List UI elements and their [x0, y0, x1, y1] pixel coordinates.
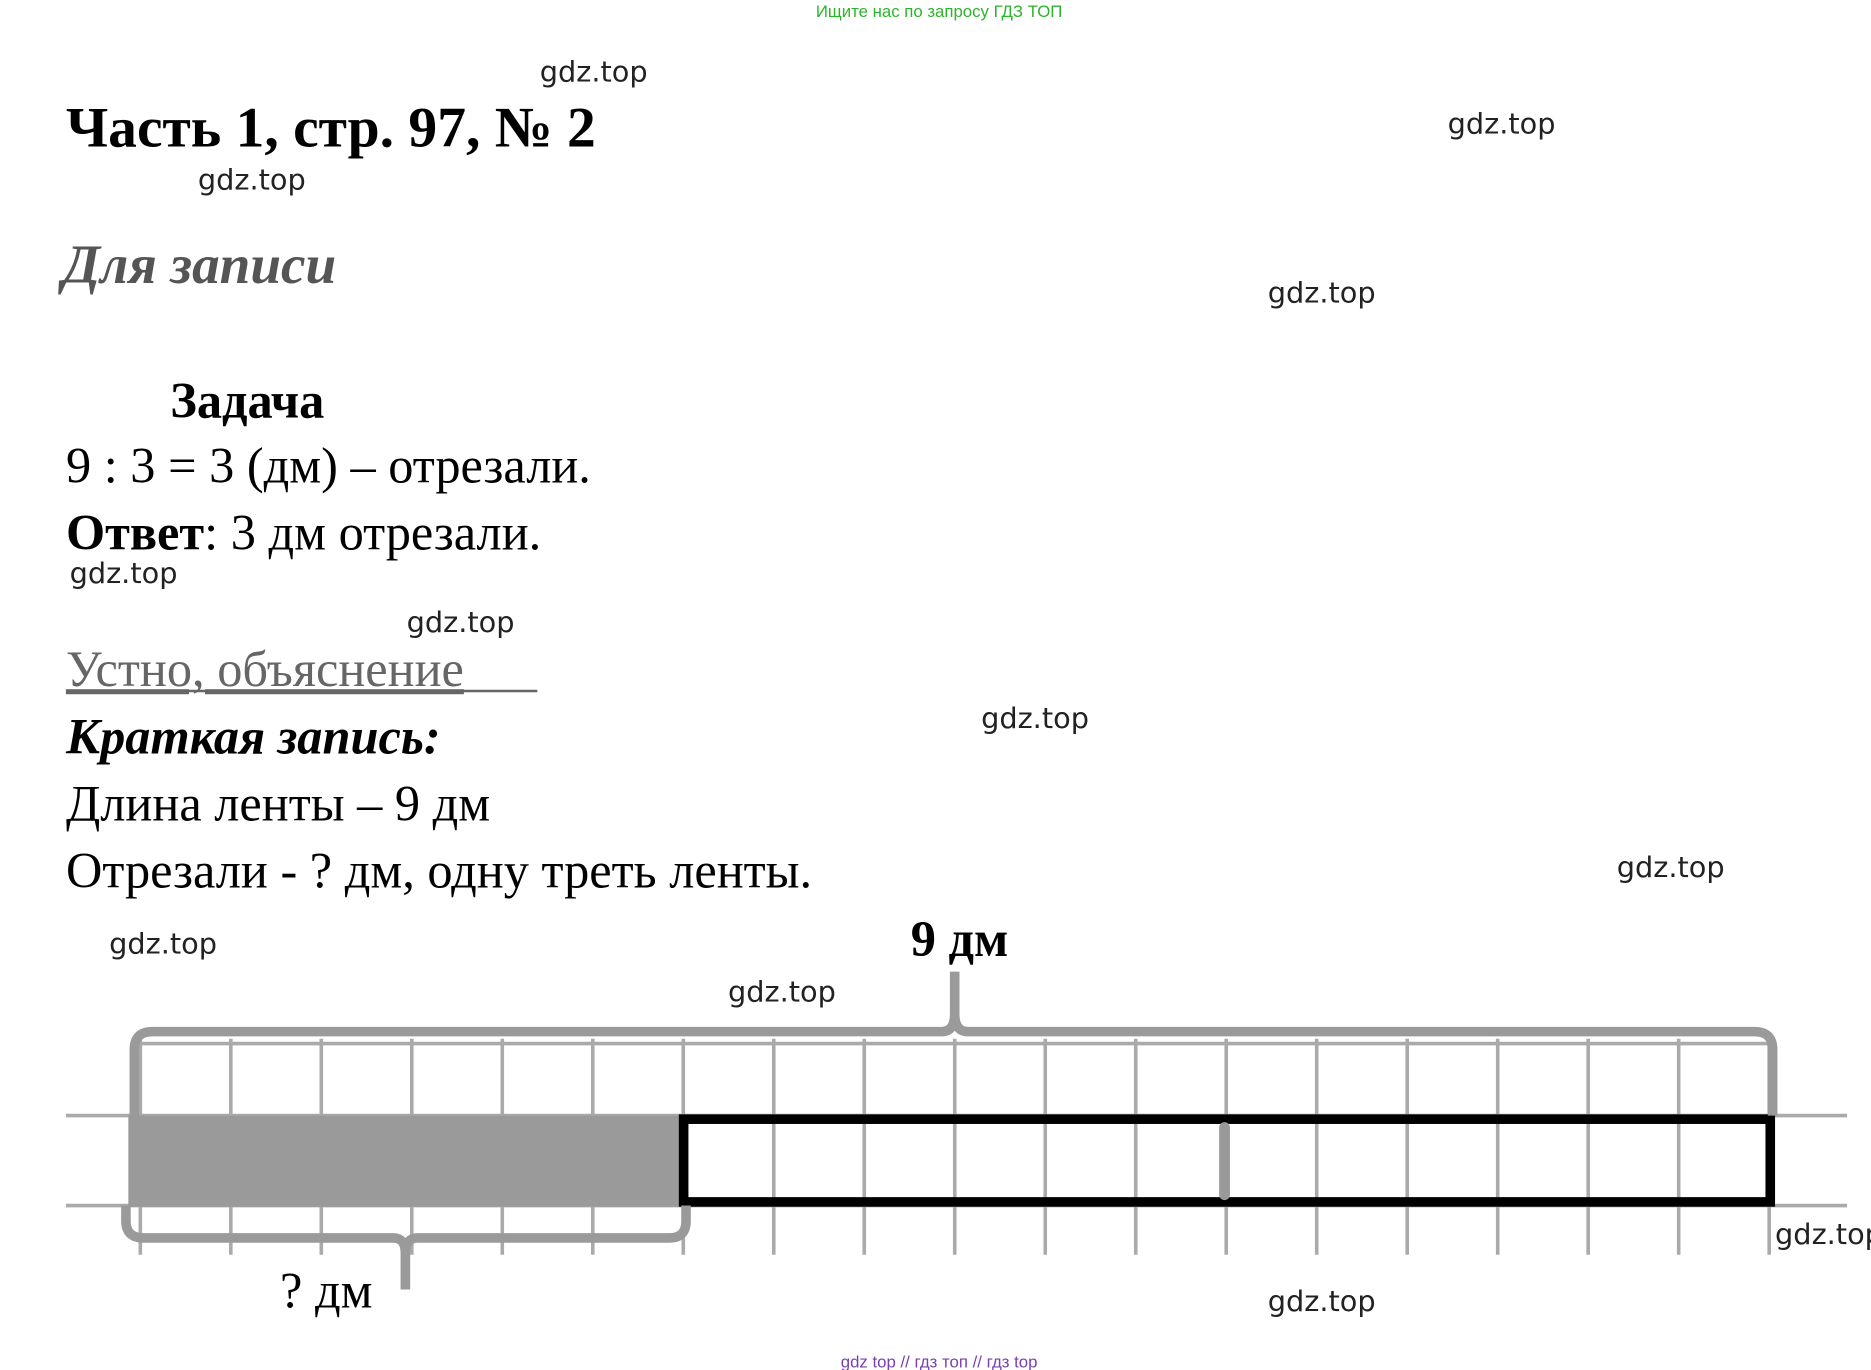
- watermark: gdz.top: [1617, 850, 1725, 884]
- answer-label: Ответ: [66, 504, 204, 560]
- short-heading: Краткая запись:: [65, 708, 441, 764]
- task-heading: Задача: [170, 373, 324, 429]
- footer-part: //: [973, 1352, 983, 1370]
- answer-text: : 3 дм отрезали.: [204, 504, 541, 560]
- diagram: 9 дм ? дм: [65, 911, 1848, 1318]
- short-line: Длина ленты – 9 дм: [66, 776, 490, 832]
- cut-part: [128, 1115, 684, 1207]
- footer-part: gdz top: [841, 1352, 896, 1370]
- watermark: gdz.top: [109, 927, 217, 961]
- watermark: gdz.top: [70, 556, 178, 590]
- watermark: gdz.top: [1268, 275, 1376, 309]
- header-note: Ищите нас по запросу ГДЗ ТОП: [816, 2, 1062, 21]
- solution: 9 : 3 = 3 (дм) – отрезали.: [66, 437, 591, 493]
- total-label: 9 дм: [911, 911, 1009, 967]
- footer-part: гдз топ: [914, 1352, 967, 1370]
- footer-part: гдз top: [987, 1352, 1038, 1370]
- watermark: gdz.top: [540, 55, 648, 89]
- answer: Ответ: 3 дм отрезали.: [66, 504, 541, 560]
- title: Часть 1, стр. 97, № 2: [66, 96, 596, 159]
- part-brace: [121, 1205, 691, 1290]
- watermark: gdz.top: [1268, 1284, 1376, 1318]
- short-line: Отрезали - ? дм, одну треть ленты.: [66, 843, 812, 899]
- remaining-part: [678, 1114, 1776, 1207]
- watermark: gdz.top: [1775, 1217, 1871, 1251]
- oral-heading: Устно, объяснение: [66, 641, 464, 697]
- watermarks: gdz.top gdz.top gdz.top gdz.top gdz.top …: [70, 55, 1871, 1318]
- total-brace: [129, 971, 1778, 1116]
- watermark: gdz.top: [981, 701, 1089, 735]
- footer-part: //: [900, 1352, 910, 1370]
- part-label: ? дм: [280, 1262, 372, 1318]
- watermark: gdz.top: [1448, 106, 1556, 140]
- watermark: gdz.top: [728, 975, 836, 1009]
- footer: gdz top // гдз топ // гдз top: [841, 1352, 1038, 1370]
- watermark: gdz.top: [198, 163, 306, 197]
- watermark: gdz.top: [407, 605, 515, 639]
- section-record: Для записи: [57, 234, 336, 295]
